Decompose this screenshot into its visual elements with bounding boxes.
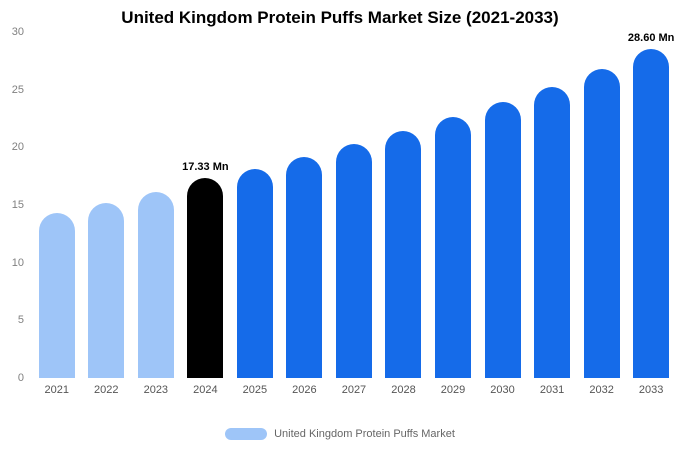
bar-area (82, 32, 132, 378)
bar-area (329, 32, 379, 378)
plot-wrapper: 0 5 10 15 20 25 30 2021 2022 2023 17.33 Mn 2024 202… (4, 26, 676, 418)
bar-value-label-2024: 17.33 Mn (182, 161, 229, 174)
x-tick-label-2025: 2025 (242, 384, 268, 396)
y-tick-label: 0 (17, 372, 24, 384)
bar-column-2032: 2032 (577, 32, 627, 418)
x-tick-label-2031: 2031 (539, 384, 565, 396)
y-tick-label: 25 (11, 83, 24, 96)
bar-column-2029: 2029 (428, 32, 478, 418)
y-tick-label: 5 (17, 314, 24, 327)
bar-column-2031: 2031 (527, 32, 577, 418)
bar-area (32, 32, 82, 378)
bar-column-2033: 28.60 Mn 2033 (626, 32, 676, 418)
x-tick-label-2030: 2030 (490, 384, 515, 396)
y-tick-label: 15 (11, 199, 24, 211)
bar-area (478, 32, 528, 378)
bar-area (230, 32, 280, 378)
bar-value-label-2033: 28.60 Mn (627, 32, 675, 44)
bar-column-2030: 2030 (478, 32, 528, 418)
bar-2024 (187, 178, 224, 378)
bar-2022 (88, 202, 125, 378)
bar-2026 (286, 157, 323, 378)
x-tick-label-2033: 2033 (638, 384, 664, 396)
bar-2023 (137, 192, 174, 378)
bar-column-2025: 2025 (230, 32, 280, 418)
bar-column-2024: 17.33 Mn 2024 (181, 32, 231, 418)
x-tick-label-2021: 2021 (44, 384, 69, 396)
bar-2027 (335, 144, 372, 378)
chart-title: United Kingdom Protein Puffs Market Size… (121, 8, 559, 27)
y-tick-label: 30 (11, 26, 24, 38)
y-axis: 0 5 10 15 20 25 30 (4, 26, 28, 384)
bar-column-2021: 2021 (32, 32, 82, 418)
bar-area (527, 32, 577, 378)
bar-2029 (435, 117, 472, 378)
bar-area (428, 32, 478, 378)
bar-2025 (236, 169, 273, 378)
bar-2031 (534, 86, 571, 378)
bar-2028 (385, 131, 422, 378)
bar-2033 (633, 49, 670, 378)
bar-2021 (38, 213, 75, 378)
bar-area: 17.33 Mn (181, 32, 231, 378)
bar-column-2027: 2027 (329, 32, 379, 418)
x-tick-label-2023: 2023 (143, 384, 169, 396)
bar-column-2026: 2026 (280, 32, 330, 418)
legend-label: United Kingdom Protein Puffs Market (274, 428, 455, 440)
bar-area (131, 32, 181, 378)
bar-area (379, 32, 429, 378)
x-tick-label-2029: 2029 (440, 384, 466, 396)
bar-2030 (484, 102, 521, 378)
x-tick-label-2022: 2022 (94, 384, 119, 396)
y-tick-label: 10 (11, 256, 24, 269)
plot-area: 2021 2022 2023 17.33 Mn 2024 2025 2026 2027 2028… (32, 32, 676, 418)
legend: United Kingdom Protein Puffs Market (4, 428, 676, 444)
bar-column-2023: 2023 (131, 32, 181, 418)
legend-swatch (225, 428, 268, 440)
x-tick-label-2032: 2032 (589, 384, 614, 396)
x-tick-label-2027: 2027 (341, 384, 367, 396)
bar-area (577, 32, 627, 378)
bar-area: 28.60 Mn (626, 32, 676, 378)
x-tick-label-2026: 2026 (292, 384, 317, 396)
bar-2032 (583, 68, 620, 378)
bar-area (280, 32, 330, 378)
bar-column-2028: 2028 (379, 32, 429, 418)
bar-column-2022: 2022 (82, 32, 132, 418)
y-tick-label: 20 (11, 141, 24, 154)
x-tick-label-2028: 2028 (391, 384, 416, 396)
x-tick-label-2024: 2024 (193, 384, 218, 396)
